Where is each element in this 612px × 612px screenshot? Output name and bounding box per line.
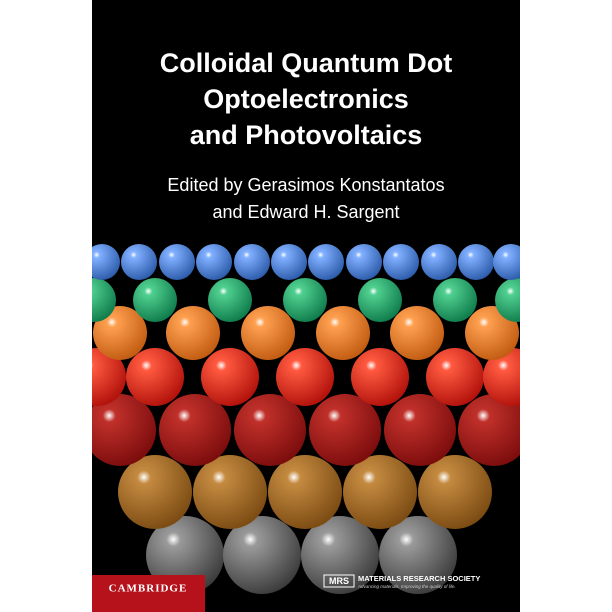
sphere [433, 278, 477, 322]
sphere [283, 278, 327, 322]
sphere [118, 455, 192, 529]
sphere [92, 394, 156, 466]
sphere [166, 306, 220, 360]
title-line: Colloidal Quantum Dot [160, 48, 452, 78]
sphere [308, 244, 344, 280]
sphere [418, 455, 492, 529]
sphere [193, 455, 267, 529]
sphere [316, 306, 370, 360]
sphere [390, 306, 444, 360]
sphere [421, 244, 457, 280]
sphere [379, 516, 457, 594]
sphere [383, 244, 419, 280]
mrs-logo: MRS [329, 576, 349, 586]
sphere [276, 348, 334, 406]
sphere [241, 306, 295, 360]
sphere [346, 244, 382, 280]
sphere [465, 306, 519, 360]
society-name: MATERIALS RESEARCH SOCIETY [358, 574, 480, 583]
sphere [458, 394, 520, 466]
sphere [93, 306, 147, 360]
sphere [196, 244, 232, 280]
title-line: and Photovoltaics [190, 120, 423, 150]
sphere [126, 348, 184, 406]
sphere [384, 394, 456, 466]
sphere [493, 244, 520, 280]
mrs-logo-box [323, 574, 355, 588]
sphere [309, 394, 381, 466]
sphere [343, 455, 417, 529]
sphere-pattern [92, 244, 520, 594]
sphere [159, 244, 195, 280]
sphere [133, 278, 177, 322]
society-tagline: Advancing materials. Improving the quali… [357, 584, 456, 589]
sphere [146, 516, 224, 594]
sphere [92, 244, 120, 280]
sphere [234, 394, 306, 466]
editors-line: Edited by Gerasimos Konstantatos [167, 175, 444, 195]
sphere [495, 278, 520, 322]
editors-line: and Edward H. Sargent [212, 202, 399, 222]
sphere [483, 348, 520, 406]
sphere [92, 278, 116, 322]
sphere [92, 348, 126, 406]
sphere [351, 348, 409, 406]
sphere [201, 348, 259, 406]
sphere [271, 244, 307, 280]
title-line: Optoelectronics [203, 84, 409, 114]
sphere [458, 244, 494, 280]
sphere [223, 516, 301, 594]
sphere [159, 394, 231, 466]
sphere [358, 278, 402, 322]
sphere [268, 455, 342, 529]
publisher: CAMBRIDGE [109, 583, 188, 595]
sphere [121, 244, 157, 280]
publisher-box [92, 575, 205, 612]
sphere [208, 278, 252, 322]
sphere [426, 348, 484, 406]
sphere [301, 516, 379, 594]
sphere [234, 244, 270, 280]
